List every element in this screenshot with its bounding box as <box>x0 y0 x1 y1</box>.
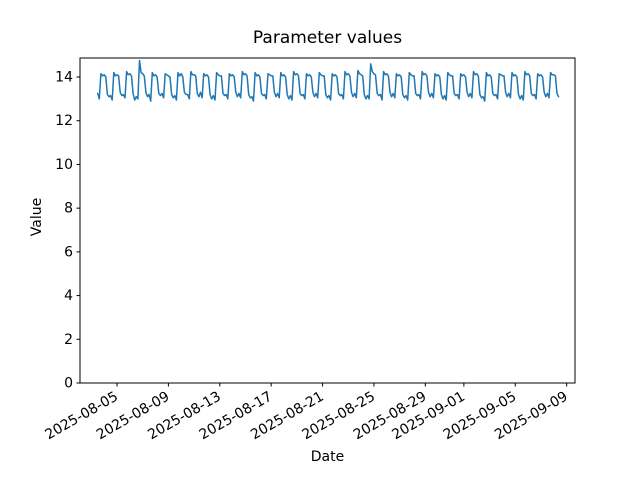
data-line <box>96 59 560 102</box>
axes-frame <box>79 57 576 384</box>
y-tick-label: 12 <box>55 113 73 129</box>
y-tick-label: 0 <box>64 376 73 392</box>
y-axis-label: Value <box>29 197 45 237</box>
y-tick-label: 8 <box>64 201 73 217</box>
y-tick-label: 6 <box>64 244 73 260</box>
y-tick-label: 14 <box>55 70 73 86</box>
y-tick-label: 4 <box>64 288 73 304</box>
y-tick-label: 2 <box>64 332 73 348</box>
chart-title: Parameter values <box>252 28 403 48</box>
y-tick-label: 10 <box>55 157 73 173</box>
x-axis-label: Date <box>310 449 345 465</box>
